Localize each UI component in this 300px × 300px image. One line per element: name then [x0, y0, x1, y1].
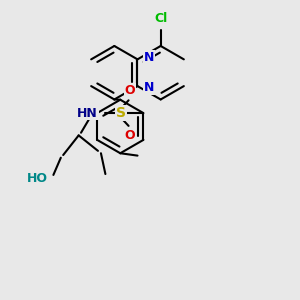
Text: Cl: Cl — [154, 12, 167, 25]
Text: O: O — [125, 130, 135, 142]
Text: HO: HO — [26, 172, 47, 185]
Text: O: O — [125, 84, 135, 97]
Text: N: N — [144, 81, 154, 94]
Text: HN: HN — [77, 106, 98, 120]
Text: S: S — [116, 106, 126, 120]
Text: N: N — [144, 51, 154, 64]
